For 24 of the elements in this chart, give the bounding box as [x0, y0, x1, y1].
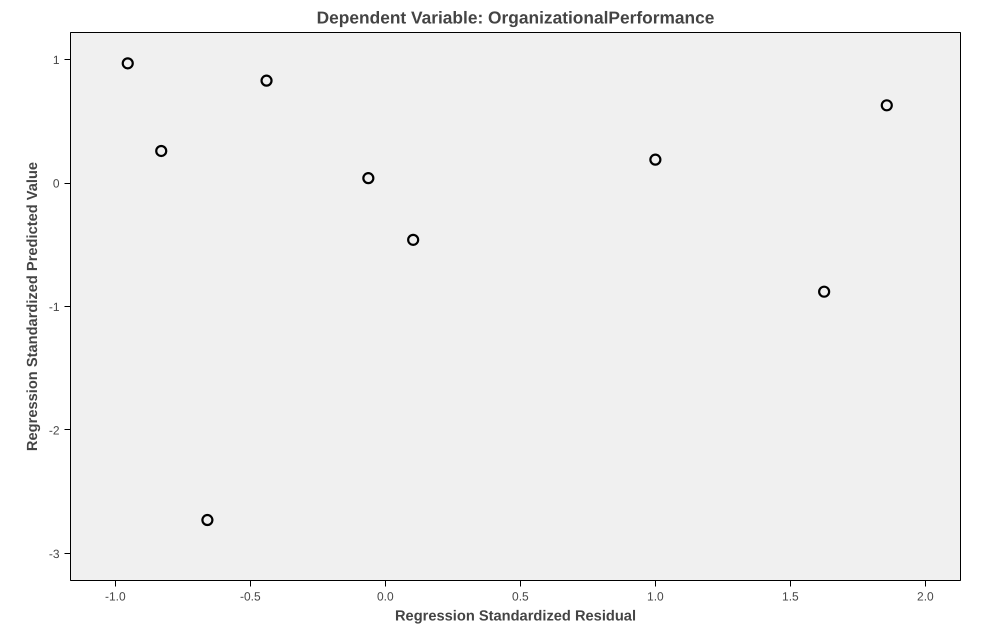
point	[818, 286, 830, 298]
x-tick-label: 0.5	[512, 590, 530, 604]
point	[407, 234, 420, 246]
point	[122, 57, 134, 70]
chart-title: Dependent Variable: OrganizationalPerformance	[316, 8, 715, 28]
point	[155, 144, 168, 158]
point	[880, 99, 893, 112]
y-tick-label: -3	[48, 546, 60, 561]
y-tick-label: -1	[48, 300, 60, 314]
point	[201, 514, 214, 526]
x-tick-label: -1.0	[104, 590, 126, 604]
x-tick-label: 1.0	[647, 590, 664, 604]
y-tick-label: -2	[48, 423, 60, 438]
x-tick-label: -0.5	[240, 590, 261, 604]
y-tick-label: 0	[52, 176, 60, 191]
y-tick-label: 1	[52, 53, 60, 68]
point	[260, 74, 273, 87]
point	[649, 154, 662, 166]
x-axis-title: Regression Standardized Residual	[394, 608, 636, 624]
x-tick-label: 1.5	[782, 590, 800, 604]
x-tick-label: 2.0	[917, 590, 934, 604]
x-tick-label: 0.0	[377, 590, 394, 604]
y-axis-title: Regression Standardized Predicted Value	[24, 162, 41, 452]
point	[362, 172, 374, 184]
